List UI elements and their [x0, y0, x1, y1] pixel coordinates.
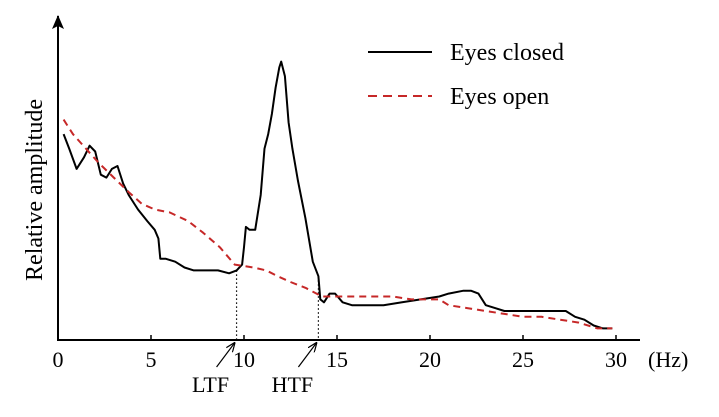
series-group: [62, 60, 613, 330]
x-tick-label: 15: [326, 347, 348, 372]
x-tick-label: 10: [233, 347, 255, 372]
x-tick-label: 30: [605, 347, 627, 372]
annotation-group: LTF HTF: [192, 270, 319, 397]
y-axis-label: Relative amplitude: [22, 99, 48, 281]
x-tick-group: 0 5 10 15 20 25 30: [53, 335, 627, 372]
x-tick-label: 25: [512, 347, 534, 372]
legend-label-eyes-closed: Eyes closed: [450, 40, 564, 66]
x-axis-unit: (Hz): [648, 347, 688, 372]
x-tick-label: 0: [53, 347, 64, 372]
legend: Eyes closed Eyes open: [368, 40, 564, 110]
annotation-label: HTF: [272, 372, 314, 397]
x-tick-label: 20: [419, 347, 441, 372]
annotation-arrow: [297, 343, 316, 368]
x-tick-label: 5: [146, 347, 157, 372]
annotation-label: LTF: [192, 372, 229, 397]
annotation-arrow: [216, 343, 235, 368]
series-line-eyes-open: [62, 119, 613, 330]
legend-label-eyes-open: Eyes open: [450, 84, 549, 110]
series-line-eyes-closed: [62, 60, 613, 330]
